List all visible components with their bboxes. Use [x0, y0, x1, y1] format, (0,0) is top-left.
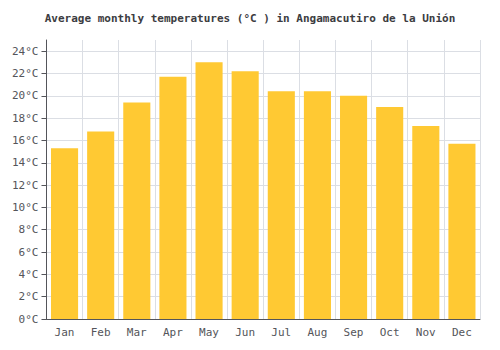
svg-text:2°C: 2°C: [19, 290, 39, 303]
svg-text:Nov: Nov: [416, 326, 436, 339]
svg-text:Aug: Aug: [307, 326, 327, 339]
svg-text:24°C: 24°C: [12, 45, 39, 58]
svg-text:8°C: 8°C: [19, 223, 39, 236]
svg-text:Mar: Mar: [127, 326, 147, 339]
svg-text:0°C: 0°C: [19, 313, 39, 326]
svg-text:May: May: [199, 326, 219, 339]
svg-text:Feb: Feb: [91, 326, 111, 339]
svg-text:12°C: 12°C: [12, 179, 39, 192]
svg-text:Jul: Jul: [271, 326, 291, 339]
svg-text:Dec: Dec: [452, 326, 472, 339]
svg-text:22°C: 22°C: [12, 67, 39, 80]
svg-text:Apr: Apr: [163, 326, 183, 339]
svg-text:18°C: 18°C: [12, 112, 39, 125]
svg-text:14°C: 14°C: [12, 156, 39, 169]
svg-text:6°C: 6°C: [19, 246, 39, 259]
svg-text:20°C: 20°C: [12, 89, 39, 102]
svg-text:Oct: Oct: [380, 326, 400, 339]
svg-text:Jun: Jun: [235, 326, 255, 339]
svg-text:Jan: Jan: [55, 326, 75, 339]
svg-text:16°C: 16°C: [12, 134, 39, 147]
svg-text:4°C: 4°C: [19, 268, 39, 281]
svg-text:10°C: 10°C: [12, 201, 39, 214]
svg-text:Average monthly temperatures (: Average monthly temperatures (°C ) in An…: [45, 12, 456, 25]
svg-text:Sep: Sep: [344, 326, 364, 339]
